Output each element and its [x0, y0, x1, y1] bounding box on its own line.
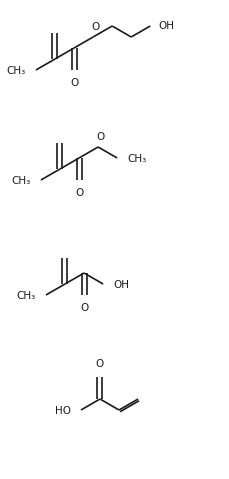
Text: CH₃: CH₃	[17, 291, 36, 301]
Text: CH₃: CH₃	[7, 66, 26, 76]
Text: O: O	[91, 22, 99, 32]
Text: O: O	[70, 78, 78, 88]
Text: O: O	[75, 188, 83, 198]
Text: OH: OH	[113, 280, 128, 290]
Text: OH: OH	[158, 21, 174, 31]
Text: HO: HO	[55, 406, 71, 416]
Text: CH₃: CH₃	[12, 176, 31, 186]
Text: O: O	[95, 132, 104, 142]
Text: O: O	[80, 303, 88, 313]
Text: CH₃: CH₃	[127, 154, 146, 164]
Text: O: O	[95, 359, 104, 369]
